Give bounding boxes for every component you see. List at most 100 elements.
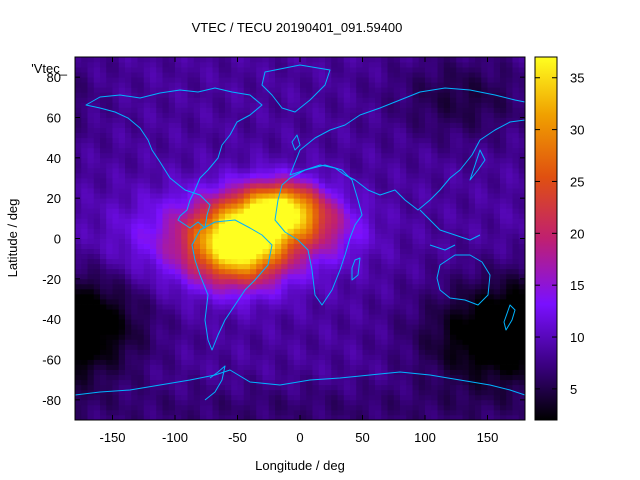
heatmap-cell xyxy=(487,62,495,68)
heatmap-cell xyxy=(168,344,176,350)
heatmap-cell xyxy=(475,178,482,184)
heatmap-cell xyxy=(406,203,413,209)
heatmap-cell xyxy=(250,162,257,169)
heatmap-cell xyxy=(406,268,413,275)
heatmap-cell xyxy=(168,117,176,123)
heatmap-cell xyxy=(425,102,432,108)
heatmap-cell xyxy=(143,87,151,93)
heatmap-cell xyxy=(337,389,345,396)
heatmap-cell xyxy=(356,299,363,305)
heatmap-cell xyxy=(487,404,495,411)
heatmap-cell xyxy=(150,394,157,401)
heatmap-cell xyxy=(312,188,320,194)
heatmap-cell xyxy=(393,213,401,219)
heatmap-cell xyxy=(287,248,295,255)
heatmap-cell xyxy=(400,183,407,189)
heatmap-cell xyxy=(187,399,195,406)
heatmap-cell xyxy=(437,409,445,416)
heatmap-cell xyxy=(400,178,407,184)
heatmap-cell xyxy=(481,122,488,128)
heatmap-cell xyxy=(137,167,145,174)
heatmap-cell xyxy=(75,218,82,224)
heatmap-cell xyxy=(468,248,476,255)
heatmap-cell xyxy=(331,384,338,391)
heatmap-cell xyxy=(431,127,438,134)
heatmap-cell xyxy=(193,67,201,73)
heatmap-cell xyxy=(268,379,276,386)
heatmap-cell xyxy=(137,107,145,113)
heatmap-cell xyxy=(206,62,213,68)
heatmap-cell xyxy=(75,112,82,118)
heatmap-cell xyxy=(200,404,207,411)
heatmap-cell xyxy=(437,117,445,123)
heatmap-cell xyxy=(118,309,126,315)
heatmap-cell xyxy=(131,238,138,244)
heatmap-cell xyxy=(125,127,132,134)
heatmap-cell xyxy=(281,364,288,370)
heatmap-cell xyxy=(237,314,245,320)
heatmap-cell xyxy=(200,379,207,386)
heatmap-cell xyxy=(412,389,420,396)
heatmap-cell xyxy=(168,283,176,290)
heatmap-cell xyxy=(406,263,413,270)
heatmap-cell xyxy=(387,117,395,123)
heatmap-cell xyxy=(137,213,145,219)
heatmap-cell xyxy=(356,359,363,365)
heatmap-cell xyxy=(375,309,382,315)
heatmap-cell xyxy=(375,414,382,420)
heatmap-cell xyxy=(162,92,170,98)
heatmap-cell xyxy=(106,394,113,401)
heatmap-cell xyxy=(450,117,457,123)
heatmap-cell xyxy=(337,172,345,179)
heatmap-cell xyxy=(500,243,507,249)
heatmap-cell xyxy=(506,278,513,285)
heatmap-cell xyxy=(106,334,113,340)
heatmap-cell xyxy=(162,369,170,376)
heatmap-cell xyxy=(275,309,282,315)
heatmap-cell xyxy=(500,97,507,103)
heatmap-cell xyxy=(87,233,95,239)
heatmap-cell xyxy=(75,329,82,335)
heatmap-cell xyxy=(375,223,382,229)
heatmap-cell xyxy=(206,198,213,204)
heatmap-cell xyxy=(312,72,320,78)
heatmap-cell xyxy=(237,162,245,169)
heatmap-cell xyxy=(237,299,245,305)
heatmap-cell xyxy=(356,223,363,229)
heatmap-cell xyxy=(93,102,101,108)
heatmap-cell xyxy=(168,329,176,335)
heatmap-cell xyxy=(143,162,151,169)
heatmap-cell xyxy=(212,248,220,255)
heatmap-cell xyxy=(406,278,413,285)
heatmap-cell xyxy=(325,278,332,285)
heatmap-cell xyxy=(218,62,226,68)
heatmap-cell xyxy=(137,309,145,315)
heatmap-cell xyxy=(93,253,101,260)
heatmap-cell xyxy=(87,178,95,184)
heatmap-cell xyxy=(243,374,251,381)
heatmap-cell xyxy=(400,92,407,98)
heatmap-cell xyxy=(250,97,257,103)
heatmap-cell xyxy=(281,178,288,184)
heatmap-cell xyxy=(418,238,426,244)
heatmap-cell xyxy=(112,253,120,260)
heatmap-cell xyxy=(87,238,95,244)
heatmap-cell xyxy=(343,304,351,310)
heatmap-cell xyxy=(462,248,470,255)
heatmap-cell xyxy=(81,137,88,144)
heatmap-cell xyxy=(193,248,201,255)
heatmap-cell xyxy=(181,67,188,73)
heatmap-cell xyxy=(268,203,276,209)
heatmap-cell xyxy=(400,263,407,270)
heatmap-cell xyxy=(487,67,495,73)
heatmap-cell xyxy=(312,147,320,154)
heatmap-cell xyxy=(137,87,145,93)
heatmap-cell xyxy=(231,147,238,154)
heatmap-cell xyxy=(487,77,495,83)
heatmap-cell xyxy=(125,147,132,154)
heatmap-cell xyxy=(425,117,432,123)
heatmap-cell xyxy=(306,102,313,108)
heatmap-cell xyxy=(75,127,82,134)
heatmap-cell xyxy=(325,384,332,391)
heatmap-cell xyxy=(131,117,138,123)
